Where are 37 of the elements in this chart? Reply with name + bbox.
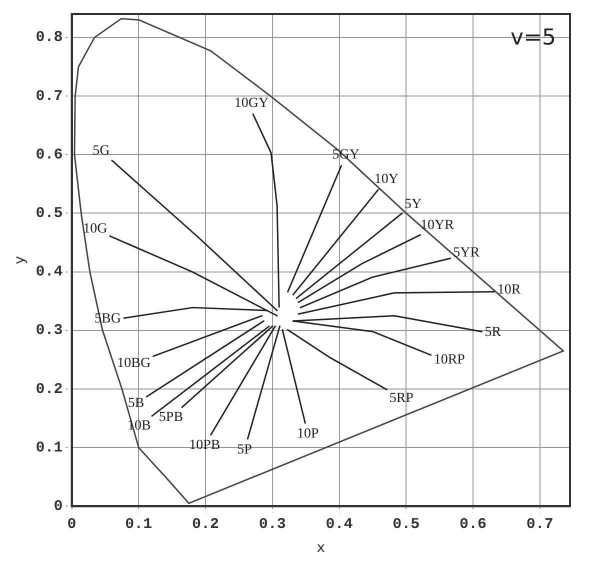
y-tick-label: 0 — [54, 498, 63, 515]
x-tick-label: 0.1 — [125, 516, 152, 533]
series-label: 5Y — [404, 197, 422, 212]
series-label: 5PB — [158, 410, 184, 425]
y-tick-label: 0.7 — [36, 88, 63, 105]
series-label: 5G — [92, 143, 110, 158]
y-tick-label: 0.8 — [36, 29, 63, 46]
series-label: 10Y — [374, 172, 399, 188]
series-label: 5P — [237, 442, 252, 458]
x-tick-label: 0.2 — [192, 516, 220, 533]
y-tick-label: 0.2 — [36, 380, 63, 398]
series-label: 5R — [484, 324, 502, 340]
y-tick-label: 0.4 — [36, 264, 63, 281]
series-label: 10R — [497, 282, 522, 298]
series-label: 5YR — [453, 246, 480, 261]
x-tick-label: 0.6 — [460, 516, 487, 533]
x-tick-label: 0.3 — [258, 516, 286, 533]
series-label: 5B — [128, 396, 144, 412]
y-axis-title: y — [12, 256, 28, 264]
series-label: 10YR — [420, 218, 455, 234]
x-axis-title: x — [316, 540, 326, 556]
series-label: 5RP — [389, 391, 414, 406]
series-label: 10RP — [434, 352, 466, 368]
series-label: 10P — [296, 426, 319, 442]
x-tick-label: 0 — [67, 516, 76, 533]
y-tick-label: 0.1 — [36, 439, 63, 456]
series-label: 10G — [83, 222, 108, 237]
y-tick-label: 0.5 — [36, 205, 63, 222]
x-tick-label: 0.5 — [392, 516, 420, 533]
series-label: 10GY — [234, 96, 269, 111]
series-label: 10PB — [189, 438, 220, 453]
series-label: 10BG — [117, 356, 151, 372]
x-tick-label: 0.7 — [526, 516, 554, 533]
x-tick-label: 0.4 — [326, 516, 353, 533]
y-tick-label: 0.3 — [36, 322, 63, 340]
y-tick-label: 0.6 — [36, 146, 63, 164]
annotation: v=5 — [510, 26, 556, 51]
